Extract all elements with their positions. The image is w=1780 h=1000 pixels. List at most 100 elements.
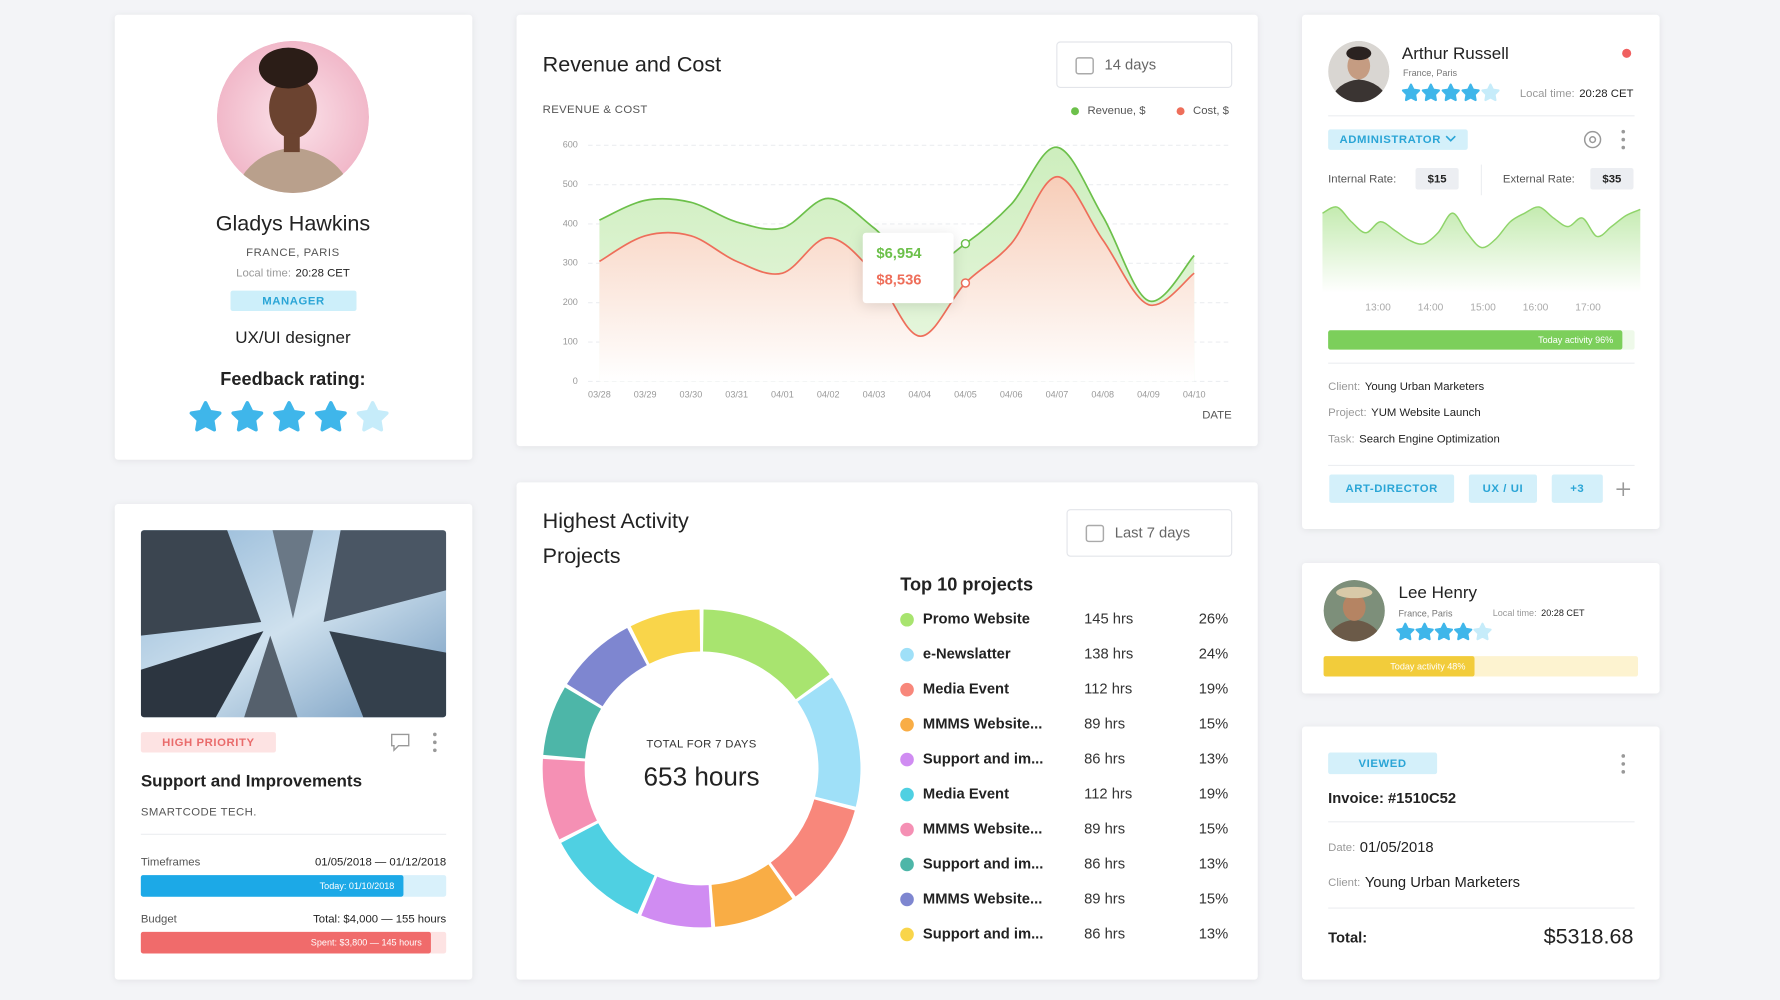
local-time-part: Local time: — [236, 268, 291, 280]
role-select[interactable] — [1328, 129, 1468, 150]
list-title: Top 10 projects — [900, 574, 1033, 594]
badge-label: HIGH PRIORITY — [162, 737, 254, 749]
project-hours: 112 hrs — [1084, 786, 1132, 802]
invoice-card — [1302, 726, 1660, 980]
star — [273, 401, 306, 432]
invoice-title: Invoice: #1510C52 — [1328, 791, 1456, 807]
star — [1461, 83, 1480, 102]
chart-title: Highest Activity — [543, 508, 689, 533]
project-hours: 145 hrs — [1084, 612, 1133, 628]
project-name: e-Newslatter — [923, 647, 1011, 663]
settings-icon[interactable] — [1583, 130, 1602, 149]
star — [314, 401, 347, 432]
period-select[interactable] — [1056, 41, 1233, 88]
add-button[interactable] — [1616, 482, 1631, 497]
badge-label: MANAGER — [262, 295, 325, 307]
detail: Client: Young Urban Marketers — [1328, 875, 1520, 891]
point — [960, 278, 971, 288]
detail-part: Task: — [1328, 433, 1354, 445]
total-value: $5318.68 — [1544, 923, 1634, 948]
line — [599, 175, 1195, 337]
project-name: MMMS Website... — [923, 821, 1042, 837]
donut-segment — [566, 628, 647, 707]
legend-dot — [900, 612, 914, 627]
project-share: 15% — [1199, 891, 1229, 907]
detail-part: Date: — [1328, 842, 1355, 854]
progress-label: Today activity 96% — [1538, 335, 1613, 345]
badge[interactable] — [1468, 474, 1537, 503]
project-image — [140, 530, 447, 718]
project-name: MMMS Website... — [923, 891, 1042, 907]
local-time-part: 20:28 CET — [296, 268, 350, 280]
legend-dot — [900, 857, 914, 872]
progress-label: Today: 01/10/2018 — [320, 881, 395, 891]
local-time-part: Local time: — [1493, 608, 1537, 618]
menu-dots[interactable] — [1621, 129, 1626, 150]
legend-dot — [900, 752, 914, 767]
local-time-part: Local time: — [1520, 88, 1575, 100]
badge-label: UX / UI — [1483, 483, 1524, 495]
y-tick-label: 0 — [573, 376, 578, 386]
project-hours: 112 hrs — [1084, 682, 1132, 698]
legend-dot — [900, 787, 914, 802]
progress-label: Spent: $3,800 — 145 hours — [311, 938, 422, 948]
period-select[interactable] — [1066, 509, 1233, 557]
project-name: Media Event — [923, 682, 1009, 698]
star — [189, 401, 222, 432]
x-tick-label: 16:00 — [1523, 302, 1549, 313]
chart-title: Revenue and Cost — [543, 52, 721, 77]
project-hours: 89 hrs — [1084, 891, 1125, 907]
axis-label: DATE — [1202, 409, 1232, 421]
x-tick-label: 04/04 — [908, 389, 931, 399]
progress-fill — [140, 931, 431, 954]
x-tick-label: 03/31 — [725, 389, 748, 399]
detail-part: Client: — [1328, 877, 1360, 889]
rate-badge — [1415, 167, 1459, 190]
detail-part: Client: — [1328, 381, 1360, 393]
project-hours: 86 hrs — [1084, 926, 1125, 942]
comment-icon[interactable] — [391, 733, 410, 752]
detail: Date: 01/05/2018 — [1328, 840, 1433, 856]
legend-dot — [900, 717, 914, 732]
badge[interactable] — [1551, 474, 1603, 503]
field-value: Total: $4,000 — 155 hours — [313, 913, 446, 925]
star — [1396, 622, 1415, 641]
field-value: 01/05/2018 — 01/12/2018 — [315, 857, 446, 869]
donut-segment — [797, 677, 861, 807]
local-time-part: 20:28 CET — [1541, 608, 1585, 618]
detail: Client: Young Urban Marketers — [1328, 381, 1484, 393]
y-tick-label: 200 — [563, 297, 578, 307]
role-label: ADMINISTRATOR — [1339, 134, 1440, 146]
progress-fill — [1323, 656, 1475, 677]
project-name: Support and im... — [923, 751, 1043, 767]
project-hours: 89 hrs — [1084, 717, 1125, 733]
menu-dots[interactable] — [1621, 754, 1626, 774]
x-tick-label: 04/07 — [1046, 389, 1069, 399]
star — [356, 401, 389, 432]
company: SMARTCODE TECH. — [141, 807, 257, 819]
project-share: 15% — [1199, 821, 1229, 837]
local-time: Local time: 20:28 CET — [1520, 88, 1634, 100]
badge — [230, 290, 357, 312]
legend-dot — [900, 822, 914, 837]
badge-label: ART-DIRECTOR — [1346, 483, 1438, 495]
field-label: Budget — [141, 913, 178, 925]
star — [231, 401, 264, 432]
progress-label: Today activity 48% — [1390, 661, 1465, 671]
x-tick-label: 04/02 — [817, 389, 840, 399]
tooltip — [862, 232, 954, 304]
menu-dots[interactable] — [433, 732, 437, 753]
chart-subtitle: REVENUE & COST — [543, 104, 648, 116]
star — [1421, 83, 1440, 102]
detail: Task: Search Engine Optimization — [1328, 433, 1500, 445]
y-tick-label: 100 — [563, 336, 578, 346]
rate-value: $15 — [1428, 173, 1447, 185]
point — [960, 238, 971, 249]
x-tick-label: 04/03 — [863, 389, 886, 399]
legend-dot — [900, 647, 914, 662]
y-tick-label: 400 — [563, 218, 578, 228]
project-hours: 86 hrs — [1084, 751, 1125, 767]
badge[interactable] — [1329, 474, 1455, 503]
location: FRANCE, PARIS — [246, 247, 340, 259]
